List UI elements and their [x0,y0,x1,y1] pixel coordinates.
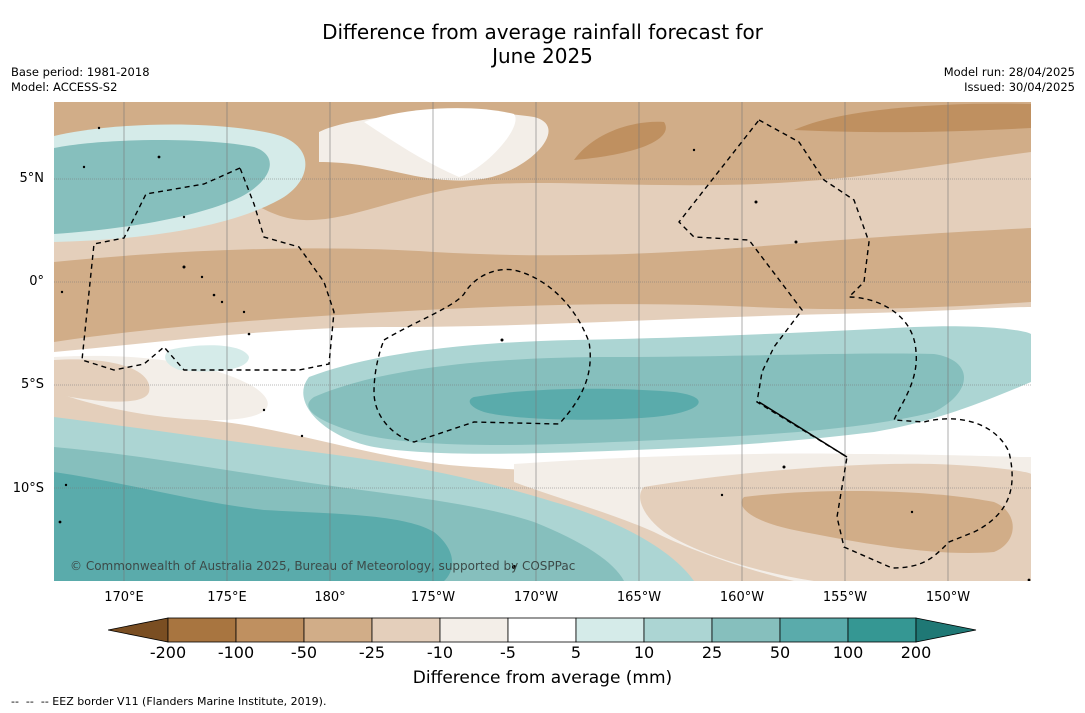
issued-date: Issued: 30/04/2025 [964,80,1075,94]
model-run: Model run: 28/04/2025 [943,65,1075,79]
colorbar-tick-label: 25 [701,643,723,662]
colorbar-tick-label: -10 [426,643,454,662]
anomaly-minus100-n [574,121,666,160]
rainfall-anomaly-map: © Commonwealth of Australia 2025, Bureau… [54,102,1031,581]
lon-label-180: 180° [314,590,346,605]
map-canvas [54,102,1031,581]
colorbar-tick-label: -5 [500,643,516,662]
anomaly-minus50-equator [54,228,1031,342]
anomaly-plus50-sw [54,472,453,581]
lon-label-175w: 175°W [410,590,456,605]
colorbar-cell [711,617,781,643]
lon-label-170w: 170°W [513,590,559,605]
lat-label-5n: 5°N [19,171,45,186]
colorbar-tick-label: 10 [633,643,655,662]
lon-label-155w: 155°W [822,590,868,605]
title-line-2: June 2025 [492,44,593,68]
title-line-1: Difference from average rainfall forecas… [322,20,763,44]
lat-label-0: 0° [29,274,44,289]
eez-borders [81,119,1013,569]
anomaly-plus50-south [469,388,699,420]
colorbar-tick-label: -200 [149,643,187,662]
colorbar-cell [303,617,373,643]
colorbar-cell [167,617,237,643]
anomaly-neutral-n [364,108,516,177]
colorbar-tick-label: -25 [358,643,386,662]
lat-label-5s: 5°S [20,377,44,392]
copyright-notice: © Commonwealth of Australia 2025, Bureau… [70,559,576,573]
colorbar-extend-high [915,617,977,643]
colorbar-tick-label: -100 [217,643,255,662]
colorbar-cell [507,617,577,643]
model-name: Model: ACCESS-S2 [11,80,118,94]
lon-label-165w: 165°W [616,590,662,605]
colorbar [108,617,977,643]
lon-label-160w: 160°W [719,590,765,605]
colorbar-title: Difference from average (mm) [412,668,673,688]
colorbar-cell [847,617,917,643]
lon-label-170e: 170°E [104,590,144,605]
colorbar-tick-label: 200 [900,643,932,662]
lon-label-175e: 175°E [207,590,247,605]
meta-left: Base period: 1981-2018 Model: ACCESS-S2 [11,65,150,95]
islands [58,126,1031,581]
anomaly-plus25-nw [54,139,270,234]
meta-right: Model run: 28/04/2025 Issued: 30/04/2025 [944,65,1075,95]
colorbar-tick-label: 100 [832,643,864,662]
colorbar-cell [575,617,645,643]
colorbar-cell [235,617,305,643]
colorbar-tick-label: -50 [290,643,318,662]
anomaly-minus100-ne [794,103,1031,133]
lat-label-10s: 10°S [12,481,44,496]
base-period: Base period: 1981-2018 [11,65,150,79]
anomaly-plus5-small [165,345,249,372]
lon-label-150w: 150°W [925,590,971,605]
anomaly-minus50-north [54,102,1031,221]
colorbar-cell [779,617,849,643]
colorbar-cell [643,617,713,643]
colorbar-extend-low [108,617,169,643]
map-title: Difference from average rainfall forecas… [0,20,1085,68]
anomaly-minus50-se [741,490,1013,553]
colorbar-cell [371,617,441,643]
colorbar-cell [439,617,509,643]
eez-footnote: -- -- -- EEZ border V11 (Flanders Marine… [11,695,327,708]
anomaly-minus25-sw [54,359,150,402]
colorbar-tick-label: 50 [769,643,791,662]
colorbar-tick-label: 5 [570,643,582,662]
